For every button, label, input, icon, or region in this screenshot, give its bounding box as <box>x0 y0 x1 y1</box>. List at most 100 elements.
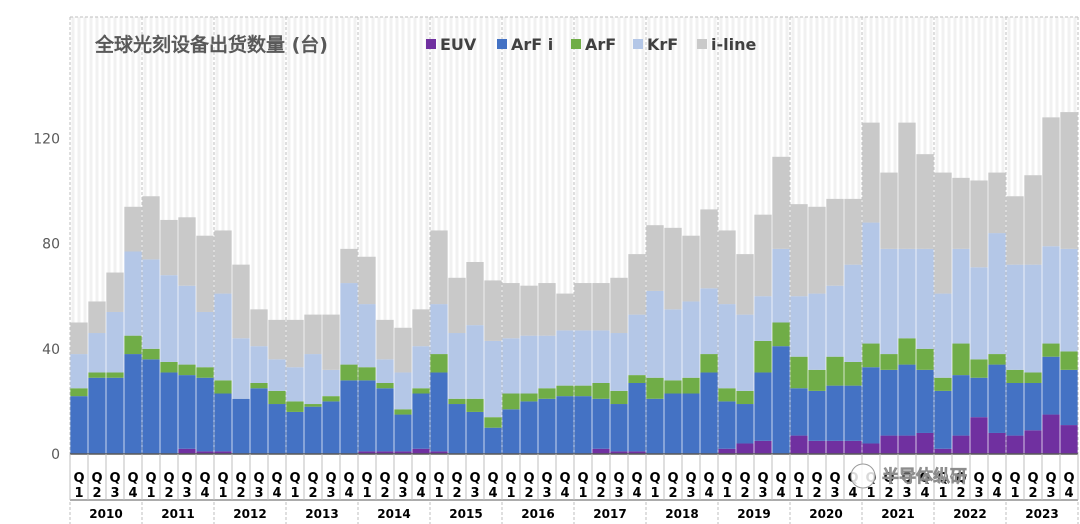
bar-segment-i-line <box>628 254 646 315</box>
bar-stack <box>628 254 646 454</box>
bar-segment-i-line <box>952 177 970 249</box>
bar-segment-krf <box>646 290 664 378</box>
bar-segment-arf-i <box>790 388 808 436</box>
bar-segment-arf <box>340 364 358 381</box>
background-stripe <box>251 17 255 454</box>
bar-segment-arf-i <box>484 427 502 454</box>
bar-segment-arf <box>304 404 322 407</box>
bar-segment-arf-i <box>754 372 772 441</box>
bar-segment-i-line <box>178 217 196 286</box>
bar-segment-krf <box>394 372 412 410</box>
x-tick-year: 2019 <box>737 507 770 521</box>
bar-segment-euv <box>844 440 862 454</box>
bar-stack <box>592 283 610 454</box>
bar-segment-arf <box>106 372 124 378</box>
bar-segment-arf-i <box>520 401 538 454</box>
background-stripe <box>407 17 411 454</box>
bar-segment-arf-i <box>916 369 934 433</box>
x-tick-quarter: 4 <box>920 486 929 501</box>
x-tick-q: Q <box>505 471 516 486</box>
background-stripe <box>473 17 477 454</box>
x-tick-q: Q <box>361 471 372 486</box>
legend-item: ArF <box>571 35 616 54</box>
bar-segment-i-line <box>862 122 880 223</box>
bar-segment-arf-i <box>718 401 736 449</box>
background-stripe <box>263 17 267 454</box>
bar-segment-krf <box>538 335 556 389</box>
bar-stack <box>178 217 196 454</box>
bar-segment-arf <box>1060 351 1078 370</box>
x-tick-quarter: 1 <box>866 486 875 501</box>
legend-swatch <box>571 39 581 49</box>
x-tick-quarter: 3 <box>254 486 263 501</box>
bar-segment-krf <box>1006 264 1024 370</box>
legend-label: ArF i <box>511 35 553 54</box>
x-tick-quarter: 2 <box>884 486 893 501</box>
background-stripe <box>395 17 399 454</box>
bar-segment-arf-i <box>682 393 700 454</box>
x-tick-q: Q <box>433 471 444 486</box>
bar-segment-krf <box>1024 264 1042 373</box>
bar-segment-i-line <box>790 204 808 297</box>
bar-segment-i-line <box>106 272 124 312</box>
bar-stack <box>790 204 808 454</box>
bar-stack <box>88 301 106 454</box>
bar-segment-arf <box>250 382 268 389</box>
bar-segment-krf <box>610 333 628 391</box>
x-tick-q: Q <box>1027 471 1038 486</box>
legend-swatch <box>497 39 507 49</box>
legend-item: ArF i <box>497 35 553 54</box>
background-stripe <box>239 17 243 454</box>
bar-stack <box>214 230 232 454</box>
x-tick-q: Q <box>577 471 588 486</box>
bar-segment-arf <box>1042 343 1060 357</box>
bar-stack <box>358 256 376 454</box>
bar-segment-i-line <box>304 314 322 355</box>
bar-segment-i-line <box>1006 196 1024 265</box>
bar-segment-i-line <box>196 235 214 312</box>
background-stripe <box>509 17 513 454</box>
bar-segment-euv <box>754 440 772 454</box>
bar-stack <box>1006 196 1024 454</box>
bar-segment-arf-i <box>988 364 1006 433</box>
background-stripe <box>71 17 75 454</box>
x-tick-quarter: 3 <box>182 486 191 501</box>
x-tick-quarter: 1 <box>506 486 515 501</box>
background-stripe <box>599 17 603 454</box>
x-tick-quarter: 2 <box>668 486 677 501</box>
bar-segment-i-line <box>736 254 754 315</box>
bar-segment-krf <box>808 293 826 370</box>
bar-stack <box>646 225 664 454</box>
legend-swatch <box>697 39 707 49</box>
background-stripe <box>533 17 537 454</box>
bar-segment-euv <box>196 451 214 454</box>
x-tick-q: Q <box>703 471 714 486</box>
bar-segment-arf <box>754 340 772 373</box>
bar-segment-krf <box>826 285 844 357</box>
bar-segment-euv <box>592 448 610 454</box>
bar-segment-i-line <box>610 277 628 334</box>
bar-segment-arf <box>610 390 628 405</box>
bar-segment-arf <box>538 388 556 399</box>
bar-segment-i-line <box>268 319 286 360</box>
background-stripe <box>353 17 357 454</box>
bar-segment-euv <box>988 432 1006 454</box>
background-stripe <box>461 17 465 454</box>
bar-segment-krf <box>358 304 376 368</box>
bar-stack <box>664 227 682 454</box>
x-tick-quarter: 4 <box>416 486 425 501</box>
legend-label: EUV <box>440 35 477 54</box>
x-tick-q: Q <box>775 471 786 486</box>
x-tick-quarter: 3 <box>326 486 335 501</box>
x-tick-quarter: 4 <box>200 486 209 501</box>
background-stripe <box>113 17 117 454</box>
y-tick-label: 40 <box>42 342 60 358</box>
bar-segment-euv <box>952 435 970 454</box>
bar-segment-arf <box>1006 369 1024 383</box>
x-tick-q: Q <box>253 471 264 486</box>
background-stripe <box>287 17 291 454</box>
x-tick-quarter: 3 <box>974 486 983 501</box>
bar-segment-euv <box>970 417 988 454</box>
bar-segment-i-line <box>844 198 862 265</box>
